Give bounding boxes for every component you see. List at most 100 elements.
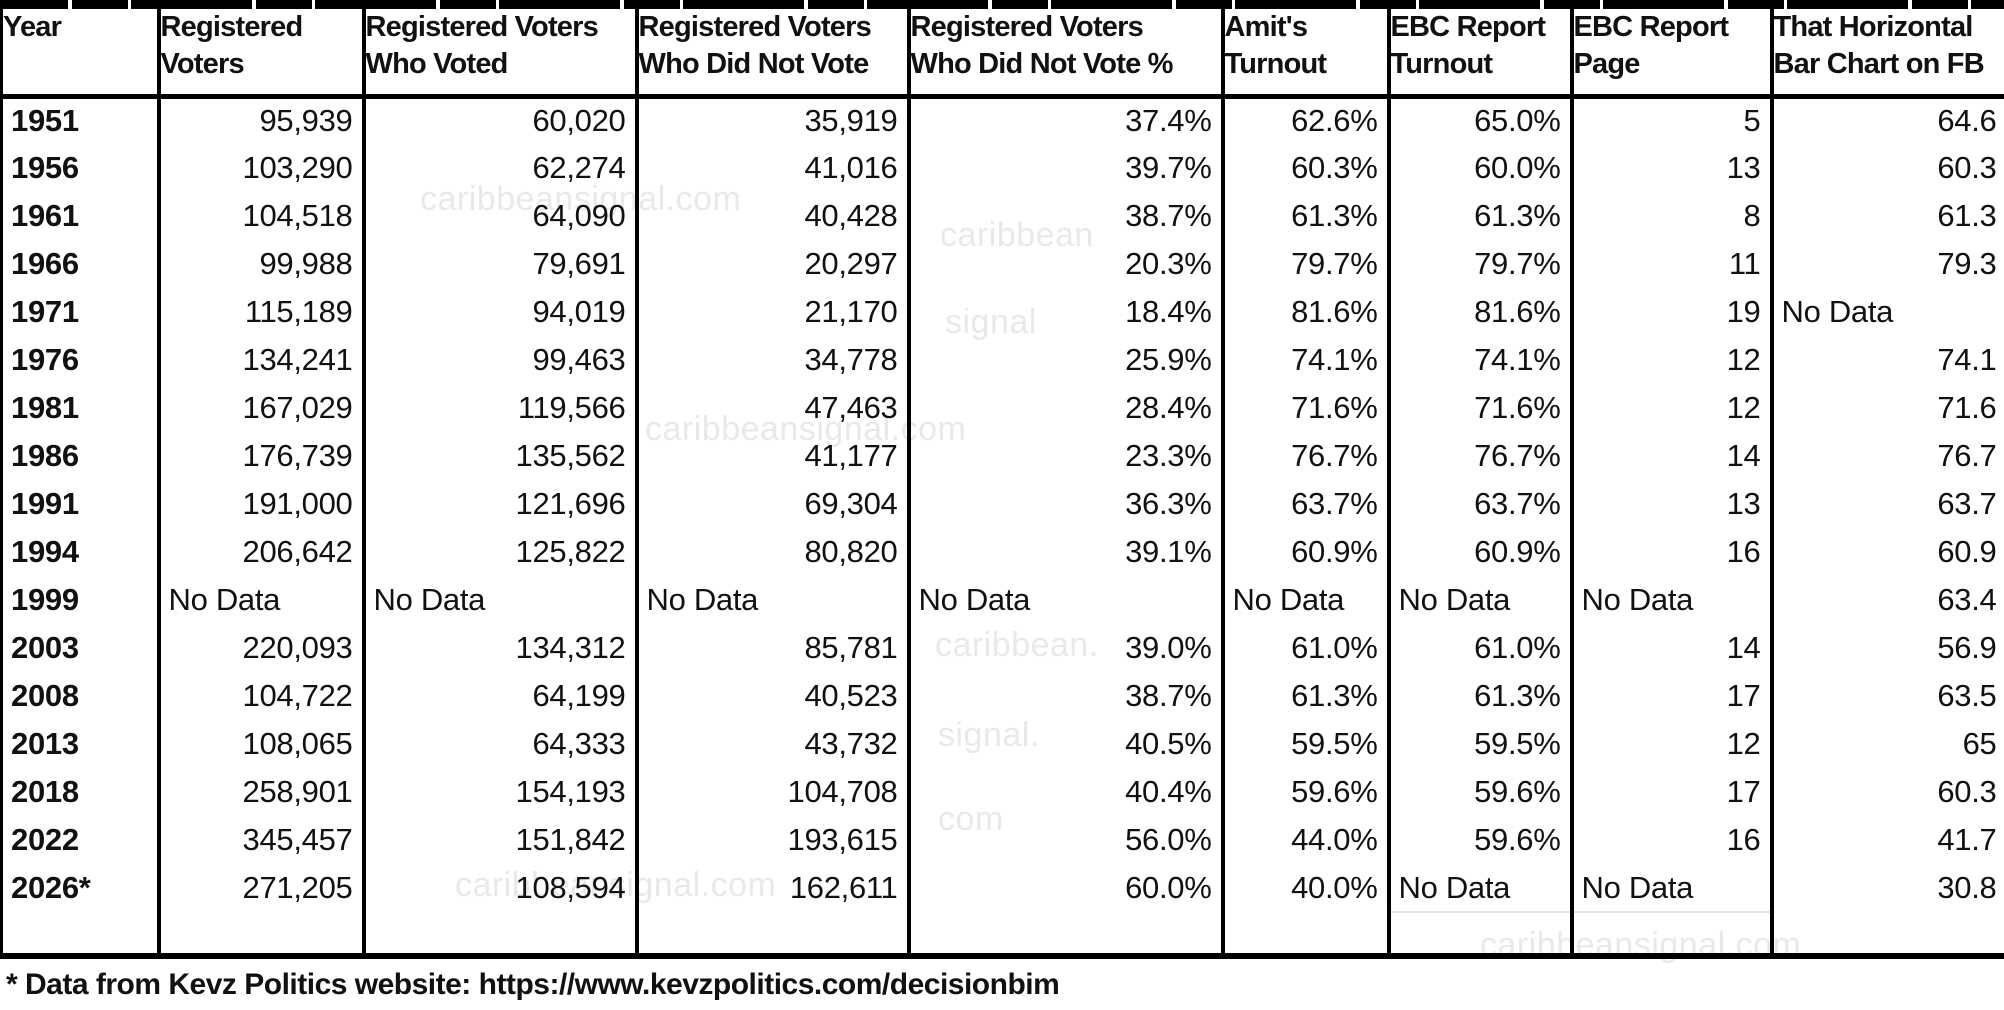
table-cell: 108,594 xyxy=(363,864,639,912)
table-cell: 17 xyxy=(1571,672,1774,720)
table-header-row: Year Registered Voters Registered Voters Who… xyxy=(1,9,2004,99)
column-header-line1: EBC Report xyxy=(1390,11,1547,43)
table-cell: 38.7% xyxy=(908,672,1225,720)
table-cell: 99,988 xyxy=(158,240,366,288)
year-cell: 1981 xyxy=(1,384,161,432)
table-cell: 25.9% xyxy=(908,336,1225,384)
table-cell: No Data xyxy=(158,576,366,624)
table-cell: 271,205 xyxy=(158,864,366,912)
table-cell: 62.6% xyxy=(1222,96,1391,144)
table-cell: 47,463 xyxy=(636,384,911,432)
table-cell: 64,199 xyxy=(363,672,639,720)
table-cell: 59.6% xyxy=(1388,768,1574,816)
column-header: Registered Voters Who Voted xyxy=(363,9,639,99)
table-cell: 76.7 xyxy=(1937,438,1997,473)
year-cell: 1951 xyxy=(1,96,161,144)
table-cell: 13 xyxy=(1571,144,1774,192)
table-row: 1976 134,241 99,463 34,778 25.9% 74.1% 74.1% 12… xyxy=(1,336,2004,384)
empty-row xyxy=(1,911,2004,956)
empty-cell xyxy=(636,912,911,956)
table-cell: 18.4% xyxy=(908,288,1225,336)
year-cell: 2022 xyxy=(1,816,161,864)
table-cell: 76.7% xyxy=(1388,432,1574,480)
year-cell: 1986 xyxy=(1,432,161,480)
table-cell: 12 xyxy=(1571,384,1774,432)
table-cell: 63.7 xyxy=(1937,486,1997,521)
year-cell: 1999 xyxy=(1,576,161,624)
table-cell: 134,241 xyxy=(158,336,366,384)
column-header-line2: Who Voted xyxy=(365,48,509,80)
table-cell: 63.4 xyxy=(1937,582,1997,617)
table-cell: No Data xyxy=(1388,864,1574,912)
column-header: Registered Voters xyxy=(158,9,366,99)
table-cell: 13 xyxy=(1571,480,1774,528)
table-cell: 40,428 xyxy=(636,192,911,240)
table-row: 2026* 271,205 108,594 162,611 60.0% 40.0% No D… xyxy=(1,864,2004,912)
table-cell: 64,090 xyxy=(363,192,639,240)
table-row: 1986 176,739 135,562 41,177 23.3% 76.7% 76.7% 1… xyxy=(1,432,2004,480)
column-header-line1: EBC Report xyxy=(1573,11,1730,43)
year-cell: 1956 xyxy=(1,144,161,192)
table-cell: 151,842 xyxy=(363,816,639,864)
table-cell: 11 xyxy=(1571,240,1774,288)
table-row: 1981 167,029 119,566 47,463 28.4% 71.6% 71.6% 1… xyxy=(1,384,2004,432)
year-cell: 1991 xyxy=(1,480,161,528)
table-cell: 76.7% xyxy=(1222,432,1391,480)
table-cell: 119,566 xyxy=(363,384,639,432)
table-cell: 40,523 xyxy=(636,672,911,720)
table-cell: 12 xyxy=(1571,336,1774,384)
empty-cell xyxy=(363,912,639,956)
table-cell: 115,189 xyxy=(158,288,366,336)
table-cell: 40.0% xyxy=(1222,864,1391,912)
empty-cell xyxy=(1,912,161,956)
table-cell: 38.7% xyxy=(908,192,1225,240)
table-cell: 176,739 xyxy=(158,432,366,480)
table-cell: No Data xyxy=(363,576,639,624)
table-row: 1999 No Data No Data No Data No Data No Data N… xyxy=(1,576,2004,624)
table-cell: 60.9 xyxy=(1937,534,1997,569)
table-cell: 40.4% xyxy=(908,768,1225,816)
table-cell: 20,297 xyxy=(636,240,911,288)
table-cell: 71.6% xyxy=(1222,384,1391,432)
table-cell: 85,781 xyxy=(636,624,911,672)
table-cell: 193,615 xyxy=(636,816,911,864)
table-row: 1956 103,290 62,274 41,016 39.7% 60.3% 60.0% 13… xyxy=(1,144,2004,192)
column-header: EBC Report Turnout xyxy=(1388,9,1574,99)
table-cell: 154,193 xyxy=(363,768,639,816)
column-header: Year xyxy=(1,9,161,99)
table-cell: 64,333 xyxy=(363,720,639,768)
table-cell: 60.3 xyxy=(1937,774,1997,809)
table-cell: 41,177 xyxy=(636,432,911,480)
table-cell: 95,939 xyxy=(158,96,366,144)
column-header-line2: Bar Chart on FB xyxy=(1773,48,1985,80)
table-row: 2013 108,065 64,333 43,732 40.5% 59.5% 59.5% 12… xyxy=(1,720,2004,768)
table-cell: 80,820 xyxy=(636,528,911,576)
table-cell: 14 xyxy=(1571,624,1774,672)
table-cell: 191,000 xyxy=(158,480,366,528)
table-cell: 44.0% xyxy=(1222,816,1391,864)
table-cell: No Data xyxy=(636,576,911,624)
table-cell: 21,170 xyxy=(636,288,911,336)
table-cell: 60.3% xyxy=(1222,144,1391,192)
table-cell: 61.3 xyxy=(1937,198,1997,233)
table-row: 2008 104,722 64,199 40,523 38.7% 61.3% 61.3% 17… xyxy=(1,672,2004,720)
table-cell: 64.6 xyxy=(1937,103,1997,139)
table-cell: 5 xyxy=(1571,96,1774,144)
column-header-line1: Year xyxy=(3,11,62,43)
table-cell: 125,822 xyxy=(363,528,639,576)
table-cell: 61.3% xyxy=(1222,192,1391,240)
table-cell: 39.1% xyxy=(908,528,1225,576)
year-cell: 2008 xyxy=(1,672,161,720)
table-cell: No Data xyxy=(1571,576,1774,624)
table-row: 1994 206,642 125,822 80,820 39.1% 60.9% 60.9% 1… xyxy=(1,528,2004,576)
table-cell: 34,778 xyxy=(636,336,911,384)
table-cell: 12 xyxy=(1571,720,1774,768)
column-header-line2: Who Did Not Vote % xyxy=(910,48,1174,80)
table-cell: 28.4% xyxy=(908,384,1225,432)
table-cell: 39.7% xyxy=(908,144,1225,192)
table-cell: 23.3% xyxy=(908,432,1225,480)
table-cell: 63.5 xyxy=(1937,678,1997,713)
table-cell: 59.6% xyxy=(1388,816,1574,864)
table-row: 1991 191,000 121,696 69,304 36.3% 63.7% 63.7% 1… xyxy=(1,480,2004,528)
